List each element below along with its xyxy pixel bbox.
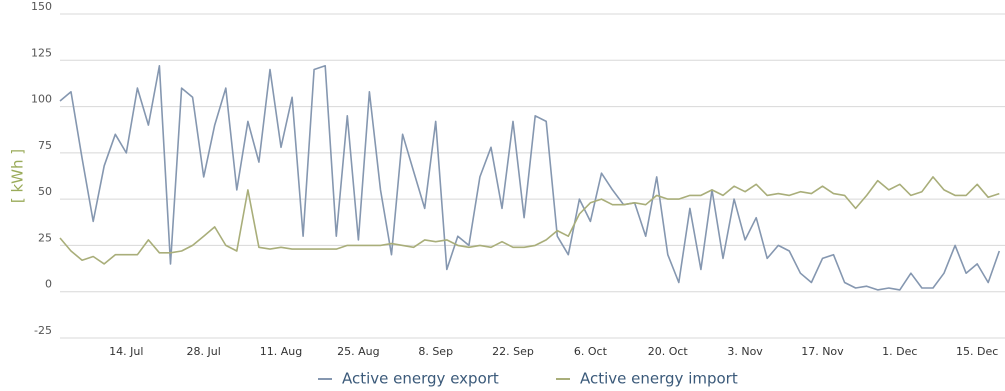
x-tick-label: 8. Sep bbox=[418, 345, 453, 358]
x-tick-label: 11. Aug bbox=[260, 345, 302, 358]
y-tick-label: 125 bbox=[31, 46, 52, 59]
x-tick-label: 25. Aug bbox=[337, 345, 379, 358]
x-tick-label: 15. Dec bbox=[956, 345, 998, 358]
y-axis-title: [ kWh ] bbox=[9, 149, 27, 203]
legend-label: Active energy import bbox=[580, 370, 738, 388]
series-line bbox=[59, 65, 1001, 291]
y-tick-label: 150 bbox=[31, 0, 52, 13]
series-line bbox=[59, 176, 1000, 265]
x-tick-label: 3. Nov bbox=[727, 345, 763, 358]
y-tick-label: -25 bbox=[34, 324, 52, 337]
y-tick-label: 0 bbox=[45, 278, 52, 291]
x-tick-label: 14. Jul bbox=[109, 345, 143, 358]
x-tick-label: 6. Oct bbox=[574, 345, 608, 358]
x-tick-label: 20. Oct bbox=[648, 345, 689, 358]
x-tick-label: 17. Nov bbox=[801, 345, 844, 358]
y-tick-label: 50 bbox=[38, 185, 52, 198]
y-tick-label: 100 bbox=[31, 93, 52, 106]
x-tick-label: 1. Dec bbox=[882, 345, 917, 358]
y-tick-label: 25 bbox=[38, 231, 52, 244]
y-tick-label: 75 bbox=[38, 139, 52, 152]
legend-label: Active energy export bbox=[342, 370, 499, 388]
x-tick-label: 22. Sep bbox=[492, 345, 534, 358]
x-tick-label: 28. Jul bbox=[187, 345, 221, 358]
